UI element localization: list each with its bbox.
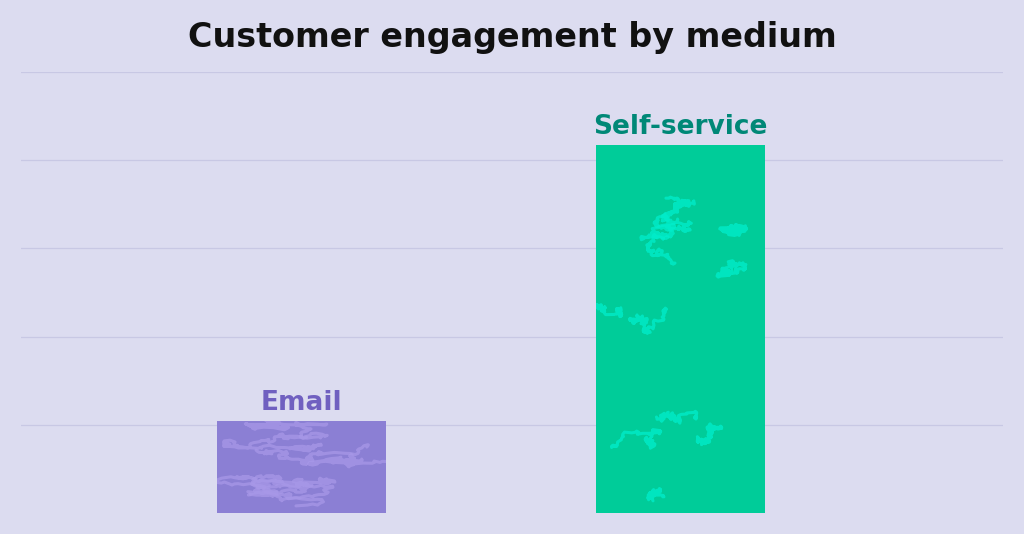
Text: Self-service: Self-service (593, 114, 768, 140)
Text: Email: Email (261, 390, 342, 415)
Title: Customer engagement by medium: Customer engagement by medium (187, 21, 837, 54)
Bar (217, 421, 386, 513)
Bar (596, 145, 765, 513)
